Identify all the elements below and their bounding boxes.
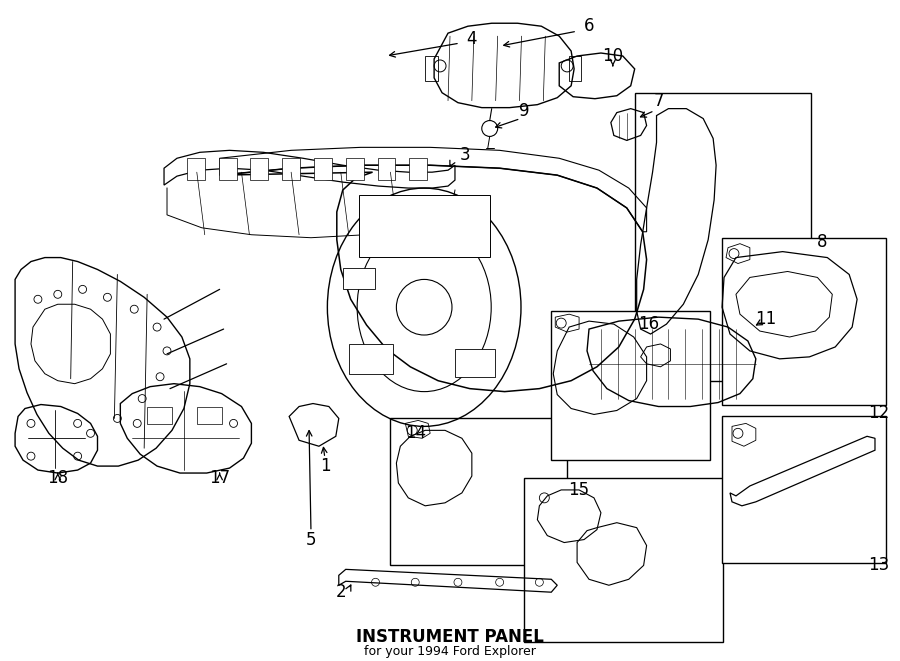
Bar — [410, 158, 427, 180]
Bar — [283, 158, 300, 180]
Text: 6: 6 — [584, 17, 594, 35]
Bar — [346, 158, 364, 180]
Bar — [197, 407, 221, 424]
Bar — [377, 158, 395, 180]
Bar — [348, 344, 393, 373]
Bar — [391, 418, 567, 565]
Text: 1: 1 — [320, 457, 331, 475]
Text: 14: 14 — [405, 424, 426, 442]
Text: 2: 2 — [336, 583, 346, 602]
Text: 8: 8 — [817, 233, 828, 251]
Text: for your 1994 Ford Explorer: for your 1994 Ford Explorer — [364, 645, 536, 658]
Text: 10: 10 — [602, 47, 624, 65]
Bar — [250, 158, 268, 180]
Text: 18: 18 — [47, 469, 68, 487]
Bar — [343, 268, 374, 290]
Text: 3: 3 — [460, 146, 470, 165]
Text: 7: 7 — [653, 92, 664, 110]
Bar — [525, 478, 723, 642]
Bar — [722, 416, 886, 563]
Text: 12: 12 — [868, 405, 889, 422]
Bar — [219, 158, 237, 180]
Bar — [552, 311, 710, 460]
Text: 13: 13 — [868, 557, 889, 574]
Text: 16: 16 — [638, 315, 659, 333]
Text: 9: 9 — [519, 102, 530, 120]
Bar — [314, 158, 332, 180]
Text: 15: 15 — [569, 481, 590, 499]
Bar — [358, 195, 490, 256]
Text: 5: 5 — [306, 531, 316, 549]
Bar — [634, 93, 812, 381]
Bar — [147, 407, 172, 424]
Bar — [187, 158, 204, 180]
Text: 11: 11 — [755, 310, 777, 328]
Text: INSTRUMENT PANEL: INSTRUMENT PANEL — [356, 628, 544, 646]
Bar — [455, 349, 495, 377]
Bar — [722, 238, 886, 405]
Text: 4: 4 — [466, 30, 477, 48]
Text: 17: 17 — [209, 469, 230, 487]
